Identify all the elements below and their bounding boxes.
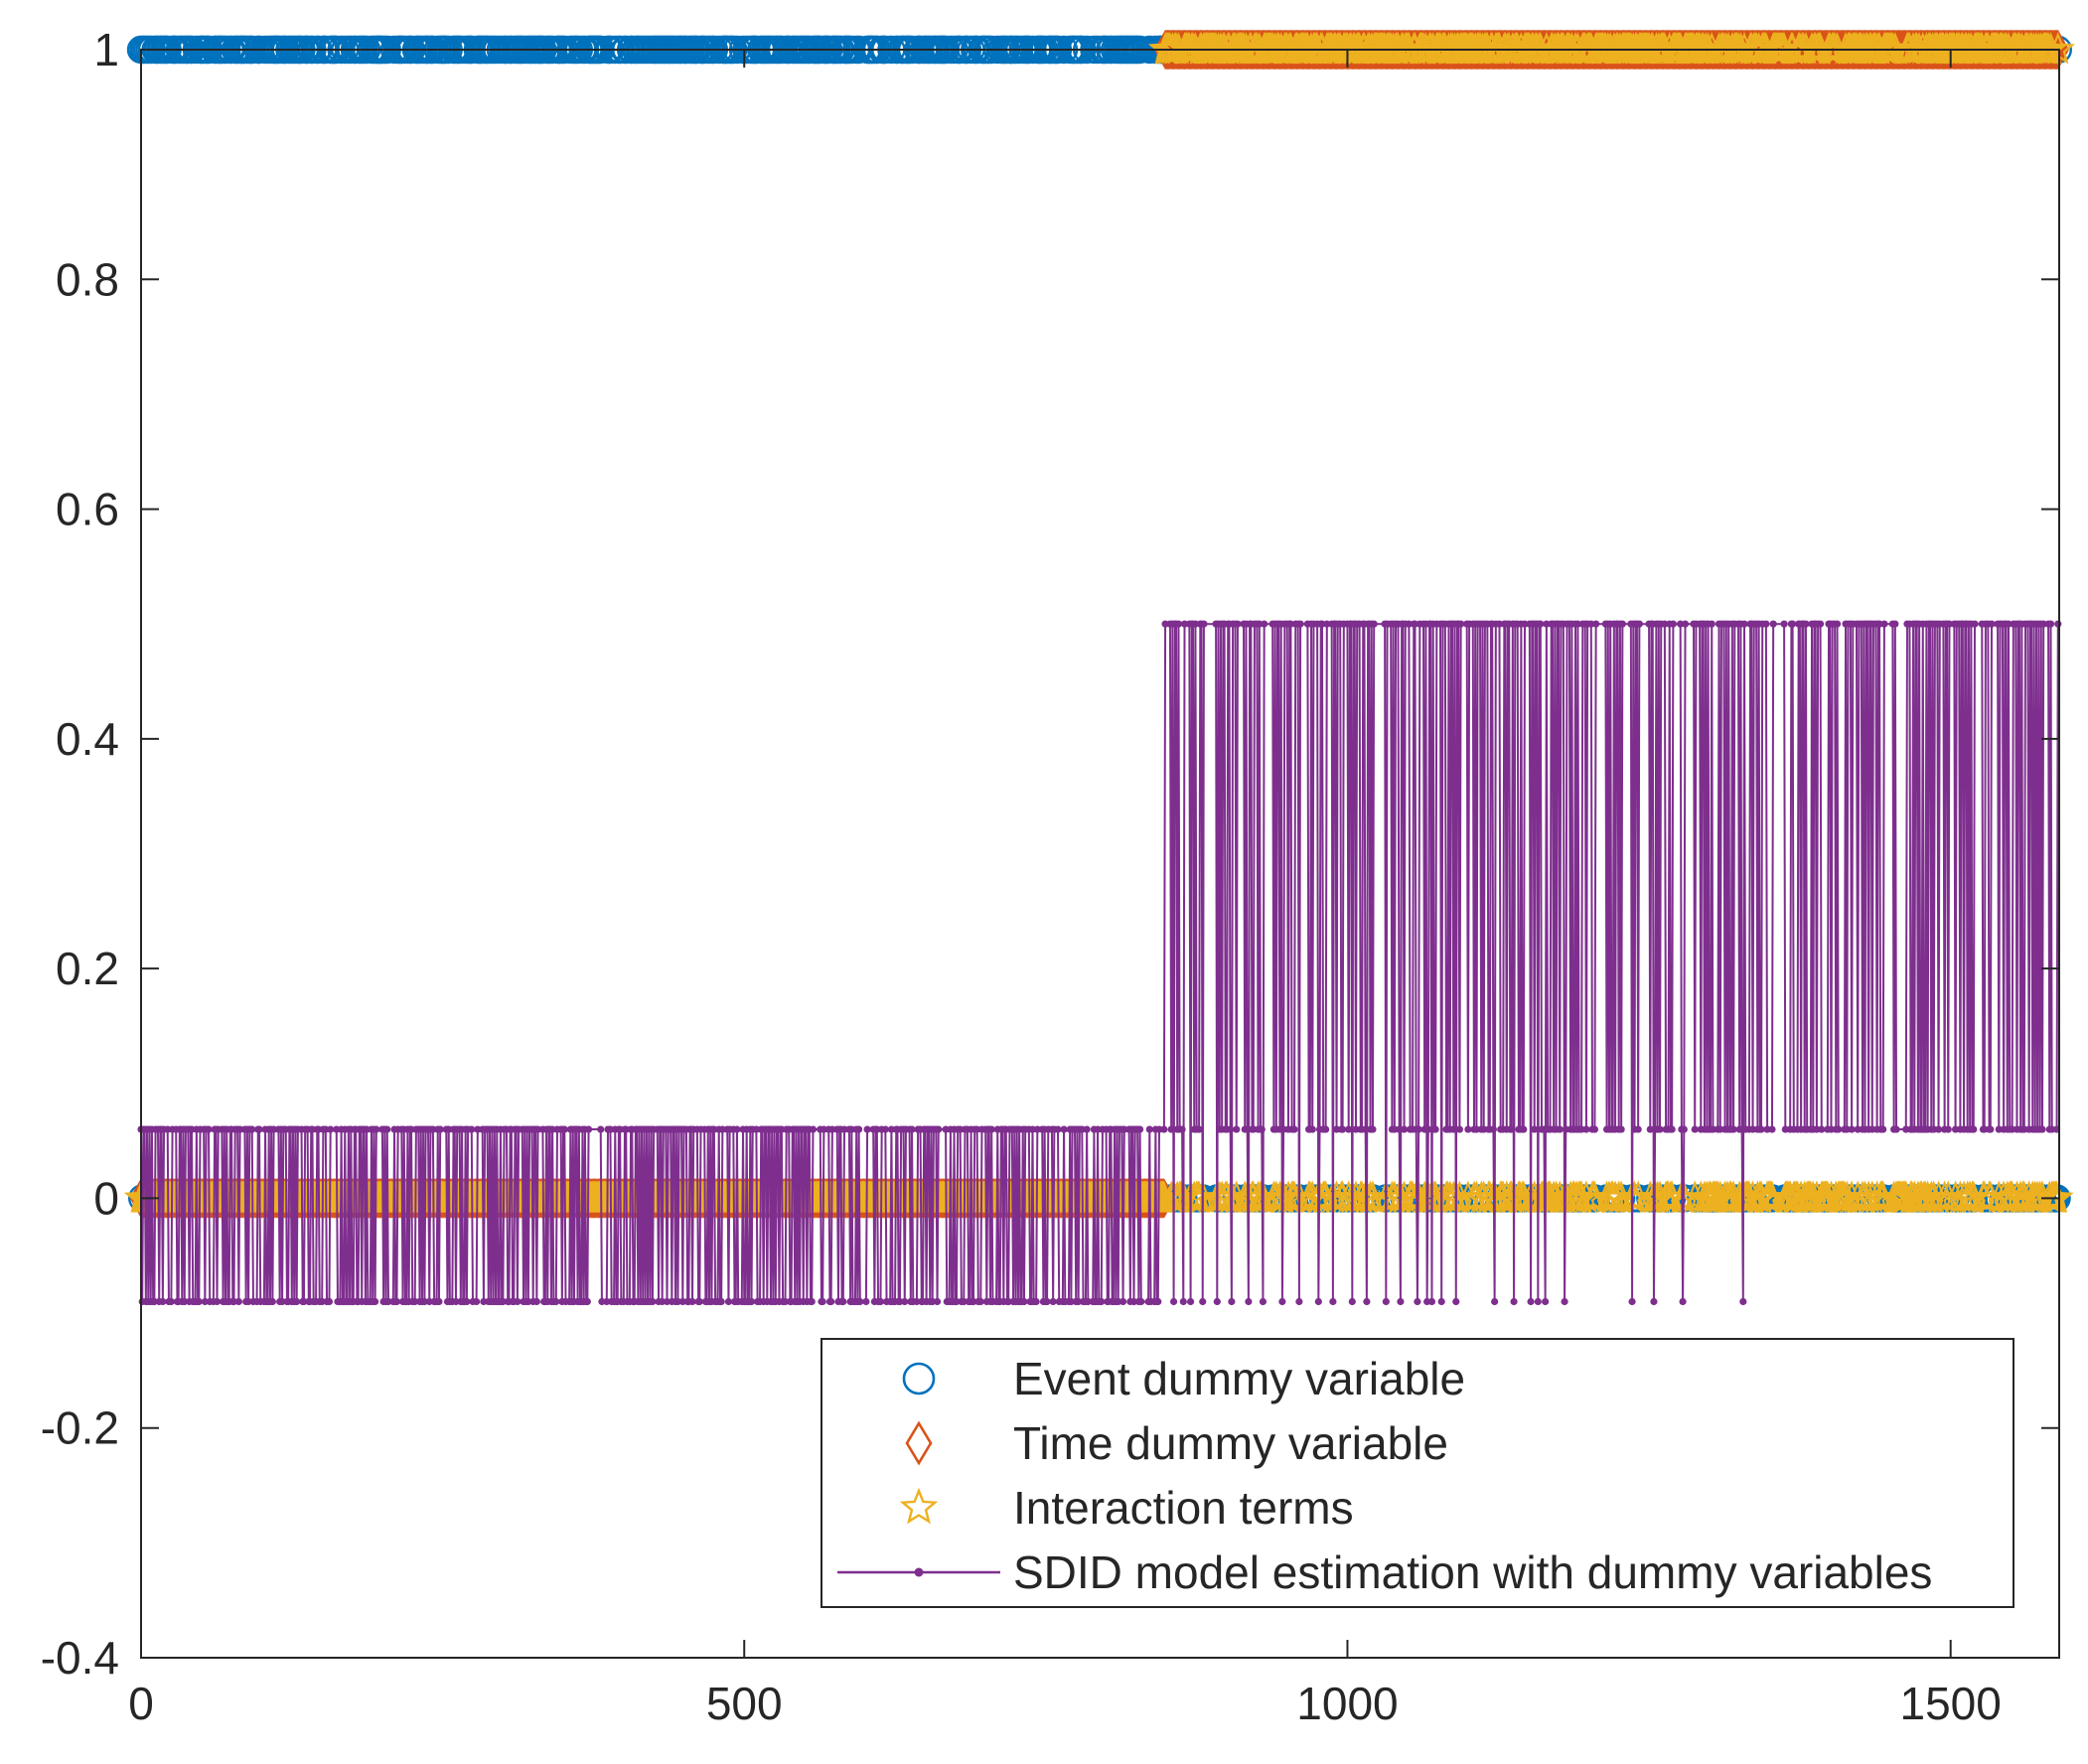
data-layer <box>123 29 2075 1306</box>
sdid-point <box>234 1297 242 1306</box>
sdid-point <box>473 1297 481 1306</box>
sdid-point <box>383 1125 391 1133</box>
series-interaction-terms <box>123 31 2075 1214</box>
sdid-point <box>268 1297 276 1306</box>
sdid-point <box>372 1297 379 1306</box>
sdid-point <box>435 1297 443 1306</box>
sdid-point <box>325 1297 334 1306</box>
